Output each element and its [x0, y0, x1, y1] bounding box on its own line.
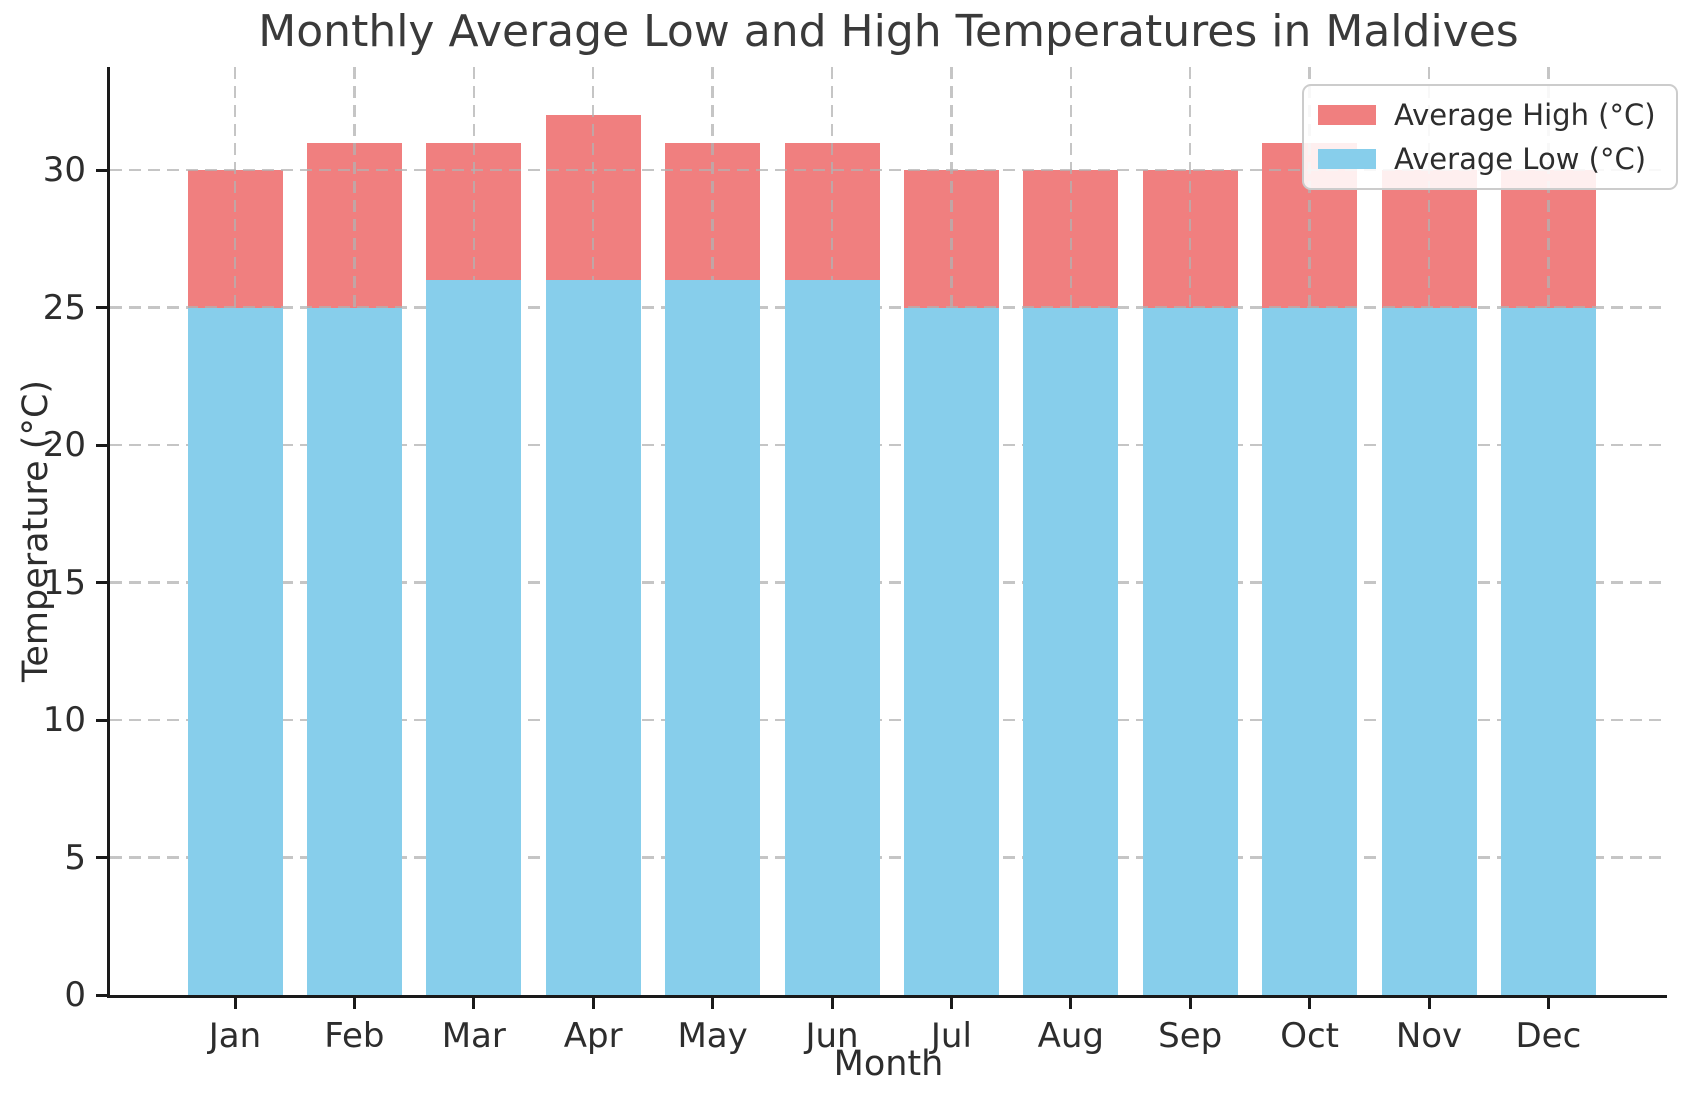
x-tick-label-aug: Aug: [1037, 1016, 1104, 1056]
y-axis-spine: [107, 67, 110, 998]
x-tick-mark-may: [711, 998, 715, 1009]
bar-low-jan: [187, 307, 283, 995]
y-axis-label: Temperature (°C): [16, 379, 56, 683]
x-tick-mark-feb: [352, 998, 356, 1009]
legend-label-high: Average High (°C): [1394, 98, 1656, 132]
y-tick-mark-20: [96, 443, 107, 447]
x-tick-mark-oct: [1308, 998, 1312, 1009]
y-tick-mark-15: [96, 581, 107, 584]
chart-title: Monthly Average Low and High Temperature…: [258, 6, 1519, 57]
y-tick-label-25: 25: [42, 287, 86, 328]
x-tick-mark-aug: [1069, 998, 1073, 1009]
x-tick-label-mar: Mar: [441, 1016, 506, 1056]
x-tick-label-jun: Jun: [805, 1016, 859, 1056]
gridline-y-5: [110, 856, 1667, 859]
y-tick-label-10: 10: [42, 700, 86, 740]
x-tick-mark-jun: [830, 998, 834, 1009]
y-tick-label-30: 30: [42, 150, 86, 190]
y-tick-label-0: 0: [64, 975, 86, 1015]
bar-low-dec: [1500, 307, 1596, 995]
bar-low-nov: [1381, 307, 1477, 995]
legend-label-low: Average Low (°C): [1394, 142, 1647, 176]
x-tick-mark-mar: [472, 998, 476, 1009]
x-tick-label-apr: Apr: [563, 1016, 623, 1056]
gridline-y-10: [110, 718, 1667, 722]
x-tick-label-jul: Jul: [930, 1016, 972, 1056]
x-tick-mark-apr: [591, 998, 595, 1009]
y-tick-mark-0: [96, 993, 107, 997]
x-tick-label-feb: Feb: [324, 1016, 385, 1056]
x-tick-label-nov: Nov: [1395, 1016, 1463, 1056]
y-tick-mark-10: [96, 718, 107, 722]
legend-swatch-low: [1318, 149, 1376, 169]
plot-area: 0 5 10 15 20 25 30 Jan Feb Mar Apr May Jun Jul Aug Sep O…: [43, 67, 1667, 1053]
gridline-y-25: [110, 306, 1667, 309]
legend-swatch-high: [1318, 105, 1376, 125]
bar-low-may: [665, 280, 761, 995]
gridline-y-15: [110, 581, 1667, 584]
x-tick-mark-nov: [1427, 998, 1431, 1009]
x-tick-mark-sep: [1188, 998, 1192, 1009]
x-tick-mark-jul: [949, 998, 953, 1009]
x-axis-spine: [107, 995, 1667, 998]
bar-low-sep: [1142, 307, 1238, 995]
y-tick-label-5: 5: [64, 837, 86, 878]
bar-low-mar: [426, 280, 522, 995]
legend-item-high: Average High (°C): [1318, 96, 1656, 134]
gridline-y-20: [110, 443, 1667, 447]
y-tick-label-15: 15: [42, 562, 86, 603]
bar-low-oct: [1262, 307, 1358, 995]
x-tick-label-oct: Oct: [1280, 1016, 1339, 1056]
bar-low-jun: [784, 280, 880, 995]
y-tick-mark-5: [96, 856, 107, 859]
bar-low-feb: [306, 307, 402, 995]
y-tick-mark-30: [96, 168, 107, 172]
bar-low-aug: [1023, 307, 1119, 995]
legend-item-low: Average Low (°C): [1318, 140, 1656, 178]
x-axis-label: Month: [833, 1044, 944, 1084]
x-tick-mark-dec: [1546, 998, 1550, 1009]
x-tick-label-may: May: [677, 1016, 748, 1056]
bar-low-apr: [545, 280, 641, 995]
legend: Average High (°C) Average Low (°C): [1302, 84, 1678, 190]
gridline-y-30: [110, 168, 1667, 172]
x-tick-mark-jan: [233, 998, 237, 1009]
x-tick-label-sep: Sep: [1158, 1016, 1223, 1056]
y-tick-mark-25: [96, 306, 107, 309]
x-tick-label-jan: Jan: [208, 1016, 262, 1056]
x-tick-label-dec: Dec: [1515, 1016, 1582, 1056]
bar-low-jul: [903, 307, 999, 995]
y-tick-label-20: 20: [42, 425, 86, 465]
